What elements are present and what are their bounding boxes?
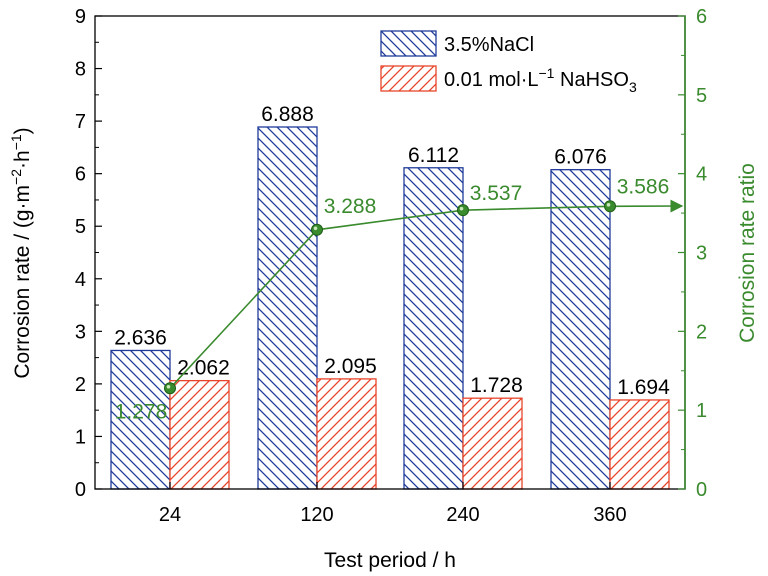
right-tick-label-5: 5	[696, 85, 707, 107]
left-tick-label-0: 0	[75, 479, 86, 501]
bar-label-nacl-120: 6.888	[261, 103, 314, 126]
x-axis-title: Test period / h	[324, 549, 456, 572]
right-tick-label-3: 3	[696, 243, 707, 265]
left-axis-title: Corrosion rate / (g·m−2·h−1)	[8, 127, 34, 378]
x-axis: 24 120 240 360	[159, 482, 627, 526]
bar-label-nahso3-24: 2.062	[177, 357, 230, 380]
legend-swatch-nahso3	[380, 65, 437, 92]
left-tick-label-3: 3	[75, 321, 86, 343]
ratio-label-120: 3.288	[324, 195, 377, 218]
right-axis: 0 1 2 3 4 5 6	[678, 6, 707, 501]
ratio-point-highlight-120	[313, 226, 318, 231]
right-tick-label-2: 2	[696, 321, 707, 343]
ratio-point-highlight-24	[166, 384, 171, 389]
left-tick-label-6: 6	[75, 164, 86, 186]
ratio-point-highlight-360	[606, 203, 611, 207]
left-tick-label-1: 1	[75, 426, 86, 448]
legend-label-nacl: 3.5%NaCl	[444, 34, 534, 56]
bar-label-nacl-360: 6.076	[554, 146, 607, 169]
right-tick-label-4: 4	[696, 164, 707, 186]
bar-nahso3-360	[609, 399, 670, 490]
ratio-point-360	[604, 200, 616, 213]
ratio-point-240	[457, 204, 469, 217]
bar-label-nahso3-240: 1.728	[470, 374, 523, 397]
ratio-point-24	[164, 382, 176, 395]
x-tick-label-24: 24	[159, 504, 181, 526]
ratio-label-24: 1.278	[115, 400, 168, 423]
left-tick-label-9: 9	[75, 6, 86, 28]
bar-nahso3-24	[169, 379, 230, 490]
left-tick-label-8: 8	[75, 59, 86, 81]
bar-nacl-120	[257, 126, 318, 490]
bar-label-nahso3-360: 1.694	[617, 376, 670, 399]
right-tick-label-1: 1	[696, 400, 707, 422]
ratio-point-highlight-240	[459, 206, 464, 211]
legend-swatch-nacl	[380, 30, 437, 57]
left-tick-label-7: 7	[75, 111, 86, 133]
bars	[110, 126, 670, 490]
x-tick-label-240: 240	[446, 504, 479, 526]
legend-label-nahso3: 0.01 mol·L−1 NaHSO3	[444, 65, 637, 95]
left-tick-label-4: 4	[75, 269, 86, 291]
right-tick-label-0: 0	[696, 479, 707, 501]
left-tick-label-2: 2	[75, 374, 86, 396]
bar-labels: 2.636 6.888 6.112 6.076 2.062 2.095 1.728 1.694	[114, 103, 670, 399]
bar-nacl-24	[110, 349, 171, 490]
x-tick-label-360: 360	[593, 504, 626, 526]
x-tick-label-120: 120	[300, 504, 333, 526]
left-axis: 0 1 2 3 4 5 6 7 8 9	[75, 6, 102, 501]
bar-label-nacl-240: 6.112	[408, 144, 459, 167]
bar-label-nacl-24: 2.636	[114, 326, 167, 349]
bar-nacl-360	[550, 169, 611, 490]
bar-nahso3-240	[462, 397, 523, 490]
ratio-point-120	[311, 223, 323, 236]
legend: 3.5%NaCl 0.01 mol·L−1 NaHSO3	[380, 30, 637, 95]
bar-label-nahso3-120: 2.095	[324, 355, 377, 378]
ratio-label-240: 3.537	[470, 182, 523, 205]
bar-nacl-240	[403, 167, 464, 490]
left-tick-label-5: 5	[75, 216, 86, 238]
ratio-line: 1.278 3.288 3.537 3.586	[115, 175, 684, 423]
right-tick-label-6: 6	[696, 6, 707, 28]
bar-nahso3-120	[316, 378, 377, 490]
ratio-label-360: 3.586	[617, 175, 670, 198]
right-axis-title: Corrosion rate ratio	[736, 163, 759, 343]
